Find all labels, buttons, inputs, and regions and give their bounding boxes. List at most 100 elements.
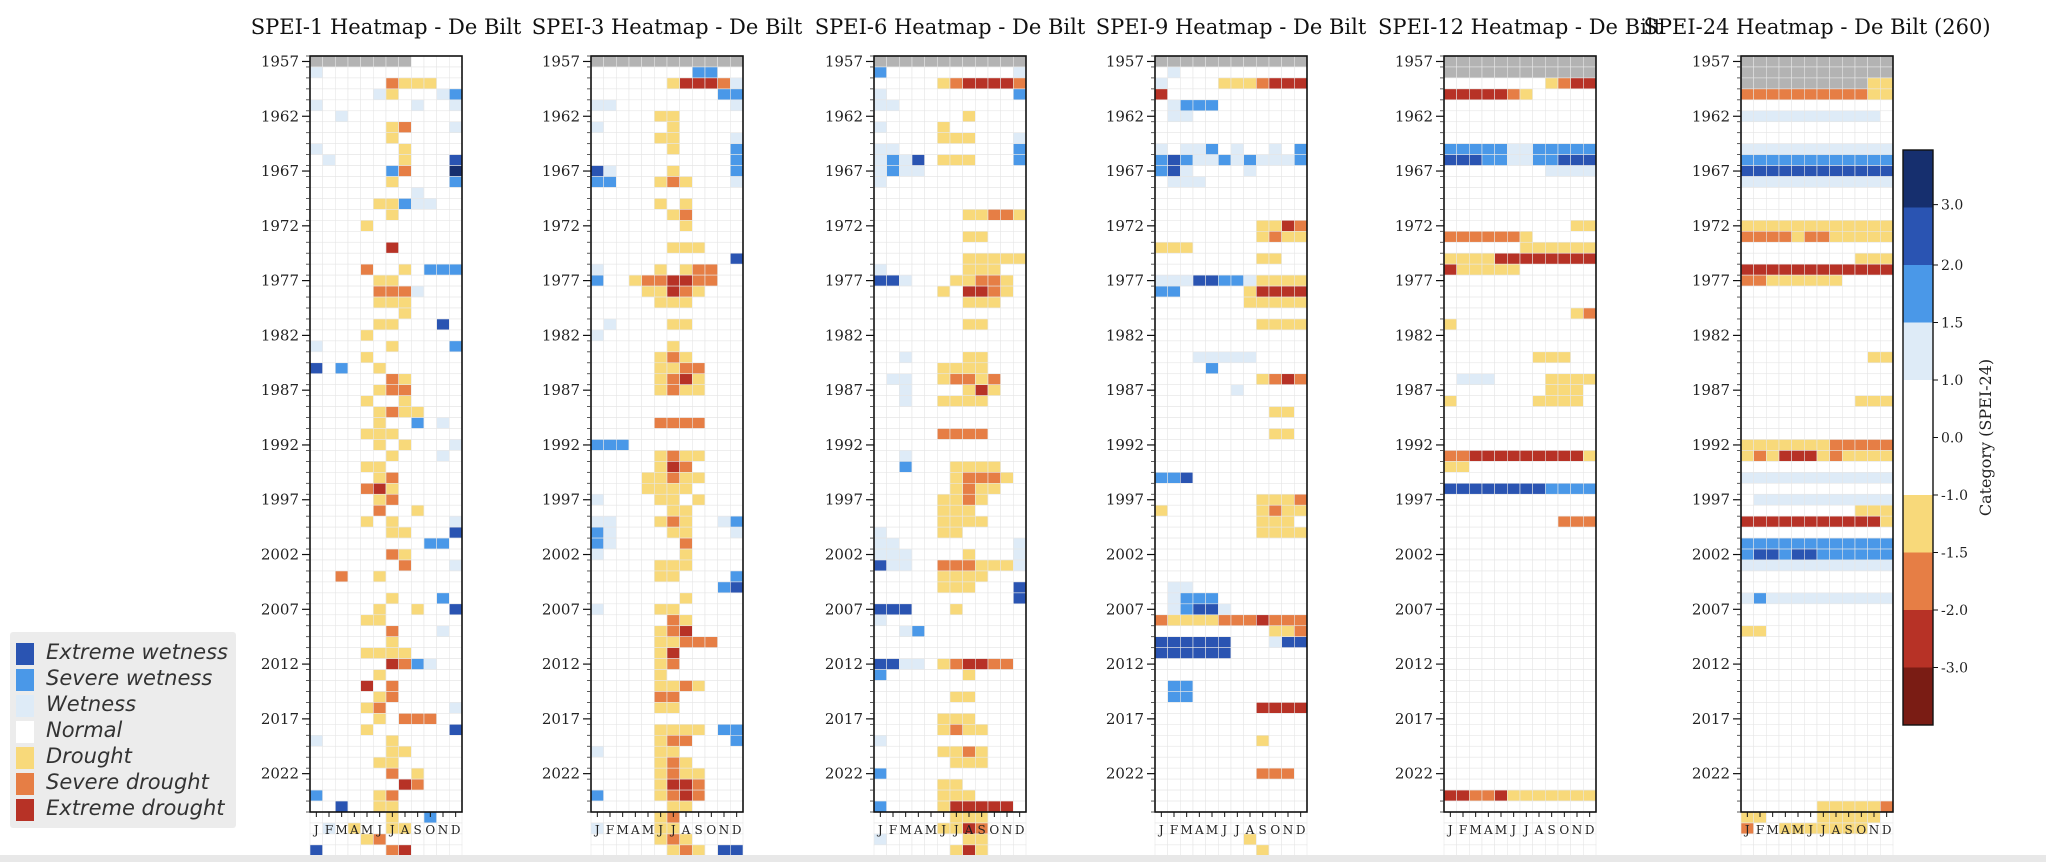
heatmap-cell: [423, 373, 437, 385]
heatmap-cell: [911, 669, 925, 681]
heatmap-cell: [1205, 778, 1219, 791]
heatmap-cell: [641, 439, 655, 451]
heatmap-cell: [666, 143, 680, 155]
heatmap-cell: [692, 285, 706, 298]
heatmap-cell: [347, 702, 361, 714]
heatmap-cell: [322, 603, 336, 616]
heatmap-cell: [1570, 187, 1584, 199]
heatmap-cell: [949, 121, 963, 133]
heatmap-cell: [924, 537, 938, 550]
heatmap-cell: [385, 614, 399, 627]
heatmap-cell: [1557, 362, 1571, 375]
heatmap-cell: [590, 734, 604, 747]
heatmap-cell: [962, 450, 976, 462]
heatmap-cell: [911, 647, 925, 659]
heatmap-cell: [962, 362, 976, 375]
heatmap-cell: [654, 165, 668, 177]
heatmap-cell: [603, 734, 617, 747]
heatmap-cell: [987, 362, 1001, 375]
heatmap-cell: [949, 581, 963, 594]
heatmap-cell: [654, 121, 668, 133]
heatmap-cell: [373, 285, 387, 298]
heatmap-cell: [1294, 198, 1308, 210]
heatmap-cell: [975, 526, 989, 539]
heatmap-cell: [385, 66, 399, 79]
heatmap-cell: [590, 165, 604, 177]
heatmap-cell: [1256, 614, 1270, 627]
heatmap-cell: [1557, 384, 1571, 396]
heatmap-cell: [1013, 77, 1027, 90]
heatmap-cell: [641, 121, 655, 133]
heatmap-cell: [360, 318, 374, 331]
heatmap-cell: [886, 329, 900, 342]
heatmap-cell: [1519, 285, 1533, 298]
heatmap-cell: [1256, 504, 1270, 517]
heatmap-cell: [962, 713, 976, 725]
heatmap-cell: [975, 285, 989, 298]
heatmap-cell: [590, 789, 604, 802]
heatmap-cell: [1532, 296, 1546, 309]
heatmap-cell: [924, 143, 938, 155]
heatmap-cell: [1243, 559, 1257, 572]
heatmap-cell: [987, 176, 1001, 188]
heatmap-cell: [1180, 745, 1194, 758]
heatmap-cell: [987, 789, 1001, 802]
heatmap-cell: [411, 143, 425, 155]
heatmap-cell: [373, 800, 387, 813]
heatmap-cell: [1180, 154, 1194, 166]
heatmap-cell: [1443, 625, 1457, 637]
heatmap-cell: [1583, 351, 1597, 364]
heatmap-cell: [436, 745, 450, 758]
heatmap-cell: [1243, 669, 1257, 681]
heatmap-cell: [1256, 395, 1270, 407]
heatmap-cell: [641, 559, 655, 572]
heatmap-cell: [335, 482, 349, 495]
heatmap-cell: [666, 515, 680, 528]
heatmap-cell: [1205, 362, 1219, 375]
heatmap-cell: [360, 373, 374, 385]
heatmap-cell: [628, 406, 642, 418]
heatmap-cell: [1570, 263, 1584, 276]
heatmap-cell: [1013, 274, 1027, 287]
heatmap-cell: [309, 548, 323, 561]
heatmap-cell: [1519, 55, 1533, 68]
heatmap-cell: [962, 603, 976, 616]
heatmap-cell: [449, 165, 463, 177]
heatmap-cell: [1180, 340, 1194, 353]
heatmap-cell: [924, 373, 938, 385]
heatmap-cell: [360, 526, 374, 539]
x-tick-label: M: [617, 823, 629, 837]
heatmap-cell: [1205, 187, 1219, 199]
heatmap-cell: [730, 307, 744, 320]
heatmap-cell: [1013, 472, 1027, 484]
heatmap-cell: [886, 636, 900, 648]
heatmap-cell: [309, 461, 323, 473]
heatmap-cell: [1583, 515, 1597, 528]
heatmap-cell: [628, 767, 642, 780]
heatmap-cell: [692, 307, 706, 320]
heatmap-cell: [1281, 285, 1295, 298]
heatmap-cell: [704, 559, 718, 572]
heatmap-cell: [962, 176, 976, 188]
heatmap-cell: [911, 220, 925, 232]
heatmap-cell: [1230, 209, 1244, 221]
heatmap-cell: [322, 789, 336, 802]
heatmap-cell: [1013, 570, 1027, 583]
heatmap-cell: [1443, 88, 1457, 101]
y-tick-label: 1982: [261, 326, 299, 344]
heatmap-cell: [1167, 713, 1181, 725]
heatmap-cell: [1583, 88, 1597, 101]
heatmap-cell: [385, 132, 399, 144]
heatmap-cell: [886, 176, 900, 188]
heatmap-cell: [423, 241, 437, 254]
heatmap-cell: [1268, 450, 1282, 462]
heatmap-cell: [911, 614, 925, 627]
heatmap-cell: [911, 658, 925, 670]
heatmap-cell: [360, 745, 374, 758]
heatmap-cell: [949, 198, 963, 210]
heatmap-cell: [1481, 263, 1495, 276]
heatmap-cell: [1557, 55, 1571, 68]
heatmap-cell: [899, 351, 913, 364]
heatmap-cell: [449, 198, 463, 210]
heatmap-cell: [603, 439, 617, 451]
